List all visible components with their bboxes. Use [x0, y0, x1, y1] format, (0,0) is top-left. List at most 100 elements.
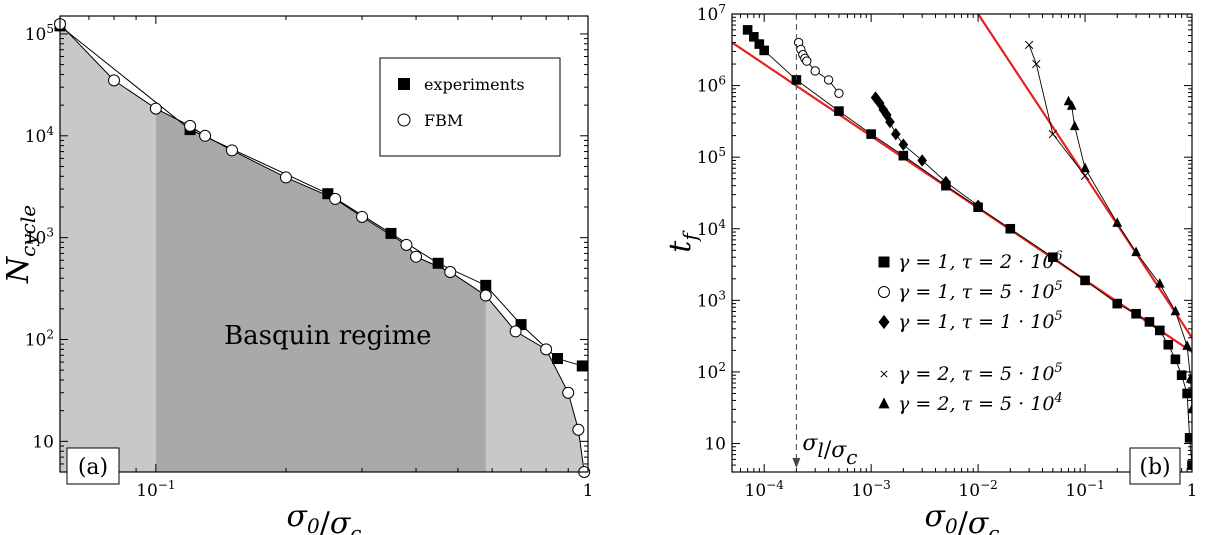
b-point-4-2 [1069, 120, 1080, 131]
b-point-1-6 [823, 75, 834, 85]
b-panel-label: (b) [1139, 455, 1170, 480]
a-point-1-6 [279, 171, 292, 184]
a-xtick-label: 10−1 [136, 478, 175, 501]
b-panel-label-box: (b) [1129, 447, 1181, 485]
b-point-0-3 [759, 45, 769, 56]
a-panel-label-box: (a) [66, 447, 120, 485]
a-legend-marker-1 [397, 113, 411, 127]
b-point-3-3 [1080, 171, 1090, 180]
panel-b: 10 102 103 104 105 106 107 10−4 10−3 10−2 10−1 1 σl… [663, 2, 1197, 535]
a-ytick-label: 103 [25, 226, 54, 249]
a-legend: experiments FBM [379, 57, 561, 157]
b-point-0-19 [1176, 370, 1187, 381]
a-point-1-11 [444, 265, 457, 278]
a-ytick-label: 10 [32, 432, 54, 452]
b-point-0-10 [1005, 223, 1016, 234]
b-point-3-2 [1048, 129, 1058, 139]
b-point-0-13 [1112, 298, 1123, 309]
b-point-3-3-stroke-2 [1080, 171, 1090, 180]
a-panel-label-frame [66, 447, 120, 485]
b-point-2-2 [878, 103, 889, 116]
a-series [54, 18, 591, 478]
b-xtick-label: 10−4 [745, 478, 785, 501]
b-point-0-20 [1182, 388, 1192, 399]
a-point-1-14 [540, 343, 553, 356]
b-legend: γ = 1, τ = 2 · 106 γ = 1, τ = 5 · 105 γ = … [878, 249, 1063, 415]
b-point-0-2 [754, 39, 765, 49]
b-ytick-label: 103 [697, 288, 726, 311]
a-point-1-7 [329, 192, 342, 205]
a-y-axis-title: Ncycle [1, 205, 40, 284]
b-point-0-5 [834, 106, 844, 116]
b-point-0-1 [749, 32, 759, 42]
a-ytick-label: 104 [25, 124, 55, 147]
b-legend-marker-3-stroke-2 [880, 370, 888, 378]
b-point-2-9 [973, 199, 983, 212]
b-xtick-label: 10−1 [1065, 478, 1104, 501]
b-point-0-15 [1144, 317, 1155, 327]
b-point-0-14 [1131, 308, 1141, 319]
a-point-1-15 [562, 386, 575, 399]
a-point-1-12 [479, 289, 492, 302]
b-legend-marker-0 [878, 256, 890, 268]
panel-a: 10 102 103 104 105 10−1 1 Basquin regime exper… [1, 15, 593, 535]
b-point-0-7 [898, 150, 909, 161]
a-point-1-5 [225, 144, 238, 157]
a-ticks: 10 102 103 104 105 10−1 1 [25, 16, 593, 501]
b-series [742, 25, 1192, 470]
a-basquin-shading [155, 108, 486, 472]
a-region-label: Basquin regime [224, 321, 431, 351]
b-point-1-4 [802, 56, 812, 66]
b-point-3-0-stroke-2 [1024, 40, 1034, 50]
b-series-line-3 [1028, 44, 1086, 177]
b-series-line-2 [875, 97, 979, 207]
b-point-0-18 [1170, 354, 1181, 365]
b-ytick-label: 10 [704, 435, 726, 455]
a-x-axis-title: σ0/σc [286, 499, 361, 535]
b-point-3-1 [1032, 59, 1041, 69]
b-point-2-4 [885, 115, 895, 129]
a-shading [60, 24, 585, 473]
b-point-3-2-stroke-2 [1048, 129, 1058, 139]
a-point-0-6 [515, 319, 527, 331]
a-point-0-8 [576, 360, 588, 372]
b-x-axis-title: σ0/σc [924, 499, 999, 535]
a-plot-frame [59, 15, 589, 473]
b-legend-label-1: γ = 1, τ = 5 · 105 [898, 279, 1063, 303]
b-point-0-21 [1184, 433, 1192, 443]
a-legend-label-0: experiments [424, 75, 525, 94]
b-point-1-5 [810, 66, 820, 76]
b-threshold-arrowhead [792, 458, 801, 468]
b-point-0-16 [1155, 325, 1165, 336]
b-ticks: 10 102 103 104 105 106 107 10−4 10−3 10−2 10−1 1 [697, 2, 1198, 501]
a-point-1-16 [572, 423, 585, 436]
a-point-1-1 [107, 74, 120, 87]
a-ytick-label: 105 [25, 22, 54, 45]
a-point-0-4 [432, 257, 444, 269]
b-point-4-7 [1170, 305, 1181, 316]
b-legend-label-3: γ = 2, τ = 5 · 105 [898, 361, 1063, 385]
a-point-0-3 [385, 227, 397, 239]
a-point-1-13 [509, 325, 522, 338]
b-legend-label-0: γ = 1, τ = 2 · 106 [898, 249, 1063, 273]
b-point-2-8 [941, 175, 951, 189]
b-panel-label-frame [1129, 447, 1181, 485]
b-point-2-5 [890, 127, 901, 141]
b-point-4-5 [1131, 246, 1141, 257]
a-point-1-9 [400, 238, 413, 251]
a-series-line-1 [59, 23, 585, 473]
b-annotation: σl/σc [792, 14, 857, 469]
b-point-4-8 [1182, 340, 1192, 350]
a-point-0-2 [322, 188, 334, 200]
b-ytick-label: 107 [697, 2, 726, 25]
b-legend-marker-4 [878, 397, 890, 409]
a-legend-label-1: FBM [424, 111, 463, 130]
b-threshold-label: σl/σc [802, 431, 857, 469]
b-point-4-4 [1112, 217, 1123, 227]
a-point-1-3 [184, 119, 197, 132]
b-point-2-6 [898, 138, 909, 151]
b-point-0-12 [1080, 275, 1090, 286]
b-point-0-17 [1163, 339, 1174, 350]
a-legend-marker-0 [398, 78, 410, 90]
